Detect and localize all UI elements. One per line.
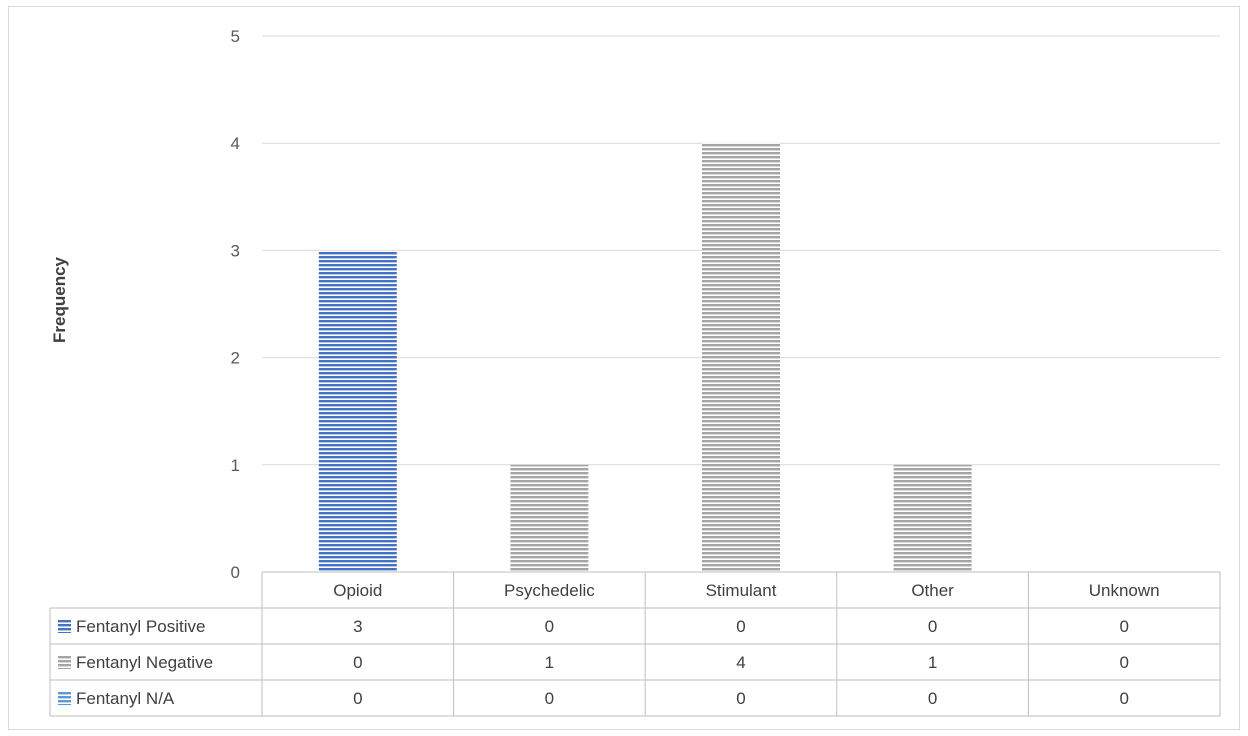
y-tick-label: 4: [231, 134, 240, 153]
x-category-label: Other: [911, 581, 954, 600]
table-cell-value: 0: [928, 689, 937, 708]
data-table: Opioid Psychedelic Stimulant Other Unknown Fe…: [49, 571, 1221, 717]
table-cell-value: 1: [545, 653, 554, 672]
legend-key: [58, 620, 71, 633]
legend-key: [58, 692, 71, 705]
bar-other-fentanyl-negative: [893, 464, 972, 572]
legend-label: Fentanyl Negative: [76, 653, 213, 672]
x-category-label: Opioid: [333, 581, 382, 600]
bar-stimulant-fentanyl-negative: [702, 143, 780, 572]
table-cell-value: 0: [736, 689, 745, 708]
table-cell-value: 0: [1119, 617, 1128, 636]
table-cell-value: 0: [353, 689, 362, 708]
table-cell-value: 3: [353, 617, 362, 636]
y-axis: 0 1 2 3 4 5: [231, 27, 240, 582]
y-tick-label: 3: [231, 241, 240, 260]
y-tick-label: 1: [231, 456, 240, 475]
table-cell-value: 0: [736, 617, 745, 636]
legend-label: Fentanyl N/A: [76, 689, 175, 708]
table-cell-value: 0: [353, 653, 362, 672]
table-cell-value: 1: [928, 653, 937, 672]
y-tick-label: 0: [231, 563, 240, 582]
chart-area: [8, 6, 1240, 730]
legend-key: [58, 656, 71, 669]
y-tick-label: 5: [231, 27, 240, 46]
table-cell-value: 0: [545, 689, 554, 708]
table-cell-value: 0: [1119, 689, 1128, 708]
table-cell-value: 0: [545, 617, 554, 636]
y-tick-label: 2: [231, 349, 240, 368]
x-category-label: Unknown: [1089, 581, 1160, 600]
table-cell-value: 0: [928, 617, 937, 636]
table-cell-value: 4: [736, 653, 745, 672]
x-category-label: Stimulant: [706, 581, 777, 600]
y-axis-title: Frequency: [50, 256, 69, 343]
bar-psychedelic-fentanyl-negative: [510, 464, 589, 572]
bar-opioid-fentanyl-positive: [318, 250, 397, 572]
table-cell-value: 0: [1119, 653, 1128, 672]
bars: [318, 143, 972, 572]
legend-label: Fentanyl Positive: [76, 617, 205, 636]
x-category-label: Psychedelic: [504, 581, 595, 600]
